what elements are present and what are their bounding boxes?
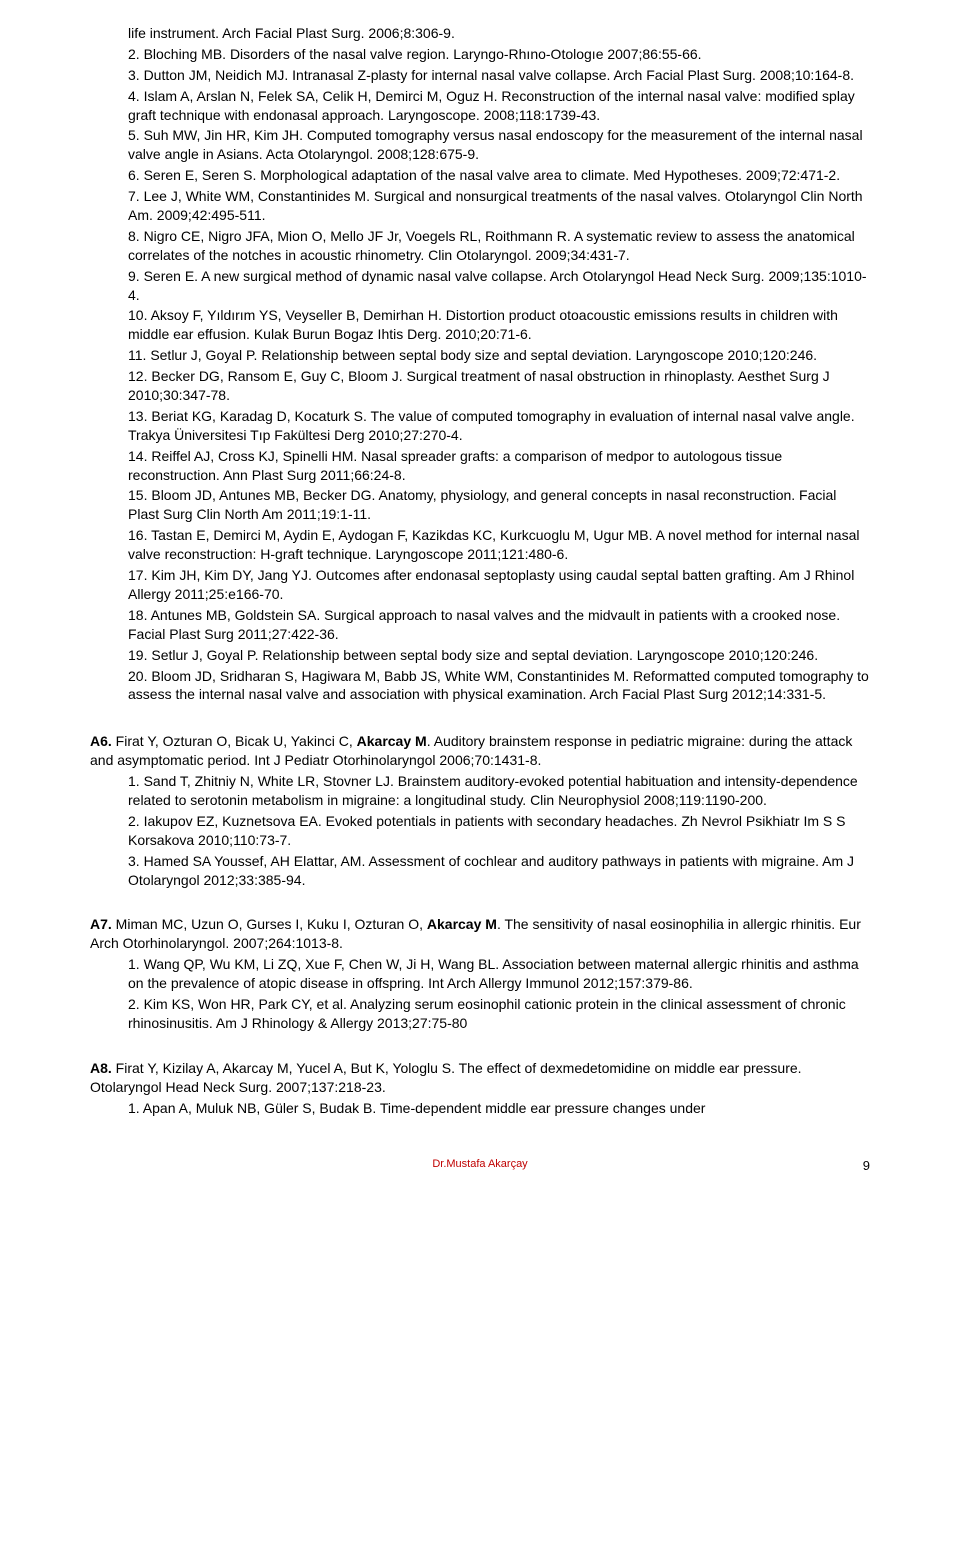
page-number: 9 bbox=[863, 1157, 870, 1175]
entry-a7-label: A7. bbox=[90, 916, 112, 932]
reference-item: 8. Nigro CE, Nigro JFA, Mion O, Mello JF… bbox=[128, 227, 870, 265]
reference-item: 3. Dutton JM, Neidich MJ. Intranasal Z-p… bbox=[128, 66, 870, 85]
reference-item: 13. Beriat KG, Karadag D, Kocaturk S. Th… bbox=[128, 407, 870, 445]
entry-a6-authors-pre: Firat Y, Ozturan O, Bicak U, Yakinci C, bbox=[112, 733, 357, 749]
reference-item: 7. Lee J, White WM, Constantinides M. Su… bbox=[128, 187, 870, 225]
entry-a7: A7. Miman MC, Uzun O, Gurses I, Kuku I, … bbox=[90, 915, 870, 1032]
entry-a7-author-bold: Akarcay M bbox=[427, 916, 497, 932]
reference-item: 16. Tastan E, Demirci M, Aydin E, Aydoga… bbox=[128, 526, 870, 564]
entry-a6-author-bold: Akarcay M bbox=[357, 733, 427, 749]
entry-a7-authors-pre: Miman MC, Uzun O, Gurses I, Kuku I, Oztu… bbox=[112, 916, 427, 932]
entry-a6-heading: A6. Firat Y, Ozturan O, Bicak U, Yakinci… bbox=[90, 732, 870, 770]
entry-a6-subrefs: 1. Sand T, Zhitniy N, White LR, Stovner … bbox=[128, 772, 870, 889]
reference-item: 2. Kim KS, Won HR, Park CY, et al. Analy… bbox=[128, 995, 870, 1033]
reference-item: 20. Bloom JD, Sridharan S, Hagiwara M, B… bbox=[128, 667, 870, 705]
reference-item: 14. Reiffel AJ, Cross KJ, Spinelli HM. N… bbox=[128, 447, 870, 485]
entry-a6-label: A6. bbox=[90, 733, 112, 749]
reference-item: 15. Bloom JD, Antunes MB, Becker DG. Ana… bbox=[128, 486, 870, 524]
reference-item: 19. Setlur J, Goyal P. Relationship betw… bbox=[128, 646, 870, 665]
continuation-reference-list: life instrument. Arch Facial Plast Surg.… bbox=[128, 24, 870, 704]
reference-item: 9. Seren E. A new surgical method of dyn… bbox=[128, 267, 870, 305]
page-footer: Dr.Mustafa Akarçay 9 bbox=[90, 1157, 870, 1177]
reference-item: 3. Hamed SA Youssef, AH Elattar, AM. Ass… bbox=[128, 852, 870, 890]
reference-item: 1. Wang QP, Wu KM, Li ZQ, Xue F, Chen W,… bbox=[128, 955, 870, 993]
entry-a7-subrefs: 1. Wang QP, Wu KM, Li ZQ, Xue F, Chen W,… bbox=[128, 955, 870, 1033]
entry-a8-subrefs: 1. Apan A, Muluk NB, Güler S, Budak B. T… bbox=[128, 1099, 870, 1118]
reference-item: 10. Aksoy F, Yıldırım YS, Veyseller B, D… bbox=[128, 306, 870, 344]
entry-a8-authors-pre: Firat Y, Kizilay A, Akarcay M, Yucel A, … bbox=[90, 1060, 802, 1095]
reference-item: 6. Seren E, Seren S. Morphological adapt… bbox=[128, 166, 870, 185]
entry-a8-label: A8. bbox=[90, 1060, 112, 1076]
reference-item: 11. Setlur J, Goyal P. Relationship betw… bbox=[128, 346, 870, 365]
reference-item: life instrument. Arch Facial Plast Surg.… bbox=[128, 24, 870, 43]
entry-a8-heading: A8. Firat Y, Kizilay A, Akarcay M, Yucel… bbox=[90, 1059, 870, 1097]
reference-item: 12. Becker DG, Ransom E, Guy C, Bloom J.… bbox=[128, 367, 870, 405]
reference-item: 17. Kim JH, Kim DY, Jang YJ. Outcomes af… bbox=[128, 566, 870, 604]
entry-a8: A8. Firat Y, Kizilay A, Akarcay M, Yucel… bbox=[90, 1059, 870, 1118]
reference-item: 5. Suh MW, Jin HR, Kim JH. Computed tomo… bbox=[128, 126, 870, 164]
footer-author: Dr.Mustafa Akarçay bbox=[90, 1157, 870, 1172]
reference-item: 1. Apan A, Muluk NB, Güler S, Budak B. T… bbox=[128, 1099, 870, 1118]
reference-item: 18. Antunes MB, Goldstein SA. Surgical a… bbox=[128, 606, 870, 644]
reference-item: 2. Iakupov EZ, Kuznetsova EA. Evoked pot… bbox=[128, 812, 870, 850]
entry-a7-heading: A7. Miman MC, Uzun O, Gurses I, Kuku I, … bbox=[90, 915, 870, 953]
reference-item: 1. Sand T, Zhitniy N, White LR, Stovner … bbox=[128, 772, 870, 810]
entry-a6: A6. Firat Y, Ozturan O, Bicak U, Yakinci… bbox=[90, 732, 870, 889]
reference-item: 2. Bloching MB. Disorders of the nasal v… bbox=[128, 45, 870, 64]
reference-item: 4. Islam A, Arslan N, Felek SA, Celik H,… bbox=[128, 87, 870, 125]
